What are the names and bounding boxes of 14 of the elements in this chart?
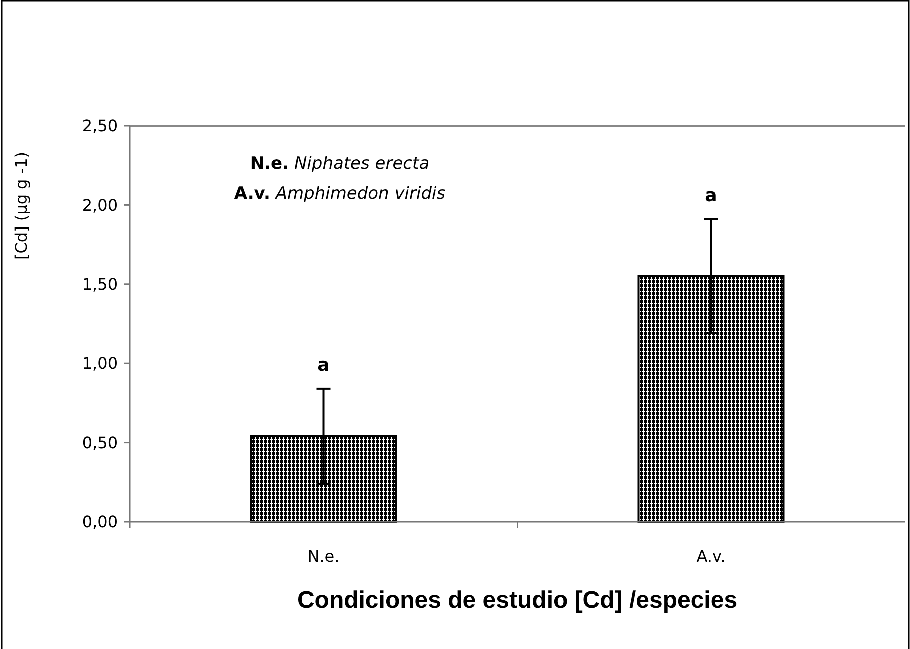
- annotation: N.e. Niphates erecta: [250, 154, 430, 174]
- annotation: a: [318, 354, 330, 376]
- y-tick-label: 1,50: [82, 275, 118, 294]
- y-axis-title: [Cd] (µg g -1): [12, 152, 31, 260]
- y-tick-label: 1,00: [82, 354, 118, 374]
- annotation: A.v. Amphimedon viridis: [234, 184, 446, 204]
- y-tick-label: 2,50: [82, 116, 118, 136]
- annotation: a: [705, 185, 718, 206]
- y-tick-label: 0,00: [82, 512, 118, 532]
- y-tick-label: 2,00: [82, 196, 118, 215]
- x-tick-label: A.v.: [696, 547, 726, 566]
- x-tick-label: N.e.: [308, 547, 340, 566]
- y-tick-label: 0,50: [82, 433, 118, 452]
- x-axis-title: Condiciones de estudio [Cd] /especies: [297, 587, 738, 614]
